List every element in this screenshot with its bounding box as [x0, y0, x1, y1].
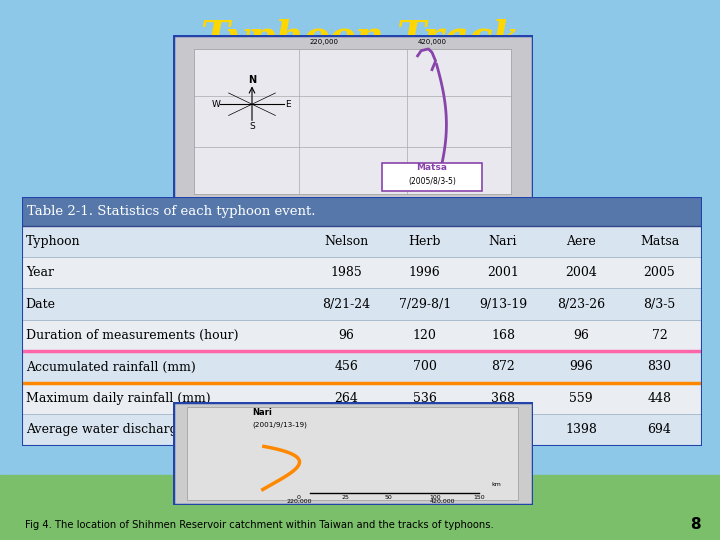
- Text: Nelson: Nelson: [325, 235, 369, 248]
- Text: E: E: [285, 100, 291, 109]
- Text: 872: 872: [491, 361, 515, 374]
- Text: 710: 710: [491, 423, 515, 436]
- Text: 25: 25: [342, 495, 349, 500]
- Text: 2004: 2004: [565, 266, 597, 279]
- Bar: [194, 49, 511, 194]
- Text: 0: 0: [297, 495, 301, 500]
- Text: Date: Date: [26, 298, 55, 310]
- Bar: [22, 197, 702, 226]
- Text: Maximum daily rainfall (mm): Maximum daily rainfall (mm): [26, 392, 210, 405]
- Text: 420,000: 420,000: [430, 499, 456, 504]
- Text: 8/3-5: 8/3-5: [644, 298, 675, 310]
- Text: 830: 830: [647, 361, 672, 374]
- Text: 220,000: 220,000: [310, 39, 338, 45]
- Text: 150: 150: [473, 495, 485, 500]
- Text: 100: 100: [430, 495, 441, 500]
- Text: (2001/9/13-19): (2001/9/13-19): [252, 422, 307, 428]
- Text: Herb: Herb: [408, 235, 441, 248]
- Text: 536: 536: [413, 392, 436, 405]
- Text: 96: 96: [338, 329, 354, 342]
- Bar: [0, 0, 720, 475]
- Text: Year: Year: [26, 266, 54, 279]
- Text: Nari: Nari: [252, 408, 272, 417]
- Text: 700: 700: [413, 361, 436, 374]
- Text: 120: 120: [413, 329, 436, 342]
- Bar: [22, 320, 702, 352]
- Bar: [22, 352, 702, 383]
- Text: 448: 448: [647, 392, 672, 405]
- Text: 1996: 1996: [409, 266, 441, 279]
- Text: 456: 456: [335, 361, 359, 374]
- Text: Duration of measurements (hour): Duration of measurements (hour): [26, 329, 238, 342]
- Text: 220,000: 220,000: [286, 499, 312, 504]
- Text: 1985: 1985: [330, 266, 362, 279]
- Text: 50: 50: [385, 495, 392, 500]
- Text: 8: 8: [690, 517, 701, 532]
- Text: 368: 368: [491, 392, 515, 405]
- Text: Fig 4. The location of Shihmen Reservoir catchment within Taiwan and the tracks : Fig 4. The location of Shihmen Reservoir…: [25, 520, 494, 530]
- Text: 707: 707: [413, 423, 436, 436]
- Text: 2005: 2005: [644, 266, 675, 279]
- Text: 559: 559: [570, 392, 593, 405]
- Text: 8/21-24: 8/21-24: [323, 298, 371, 310]
- Text: 420,000: 420,000: [418, 39, 446, 45]
- Text: Table 2-1. Statistics of each typhoon event.: Table 2-1. Statistics of each typhoon ev…: [27, 205, 315, 218]
- Text: 9/13-19: 9/13-19: [479, 298, 527, 310]
- Text: Accumulated rainfall (mm): Accumulated rainfall (mm): [26, 361, 195, 374]
- Text: Typhoon Track: Typhoon Track: [201, 19, 519, 57]
- Text: W: W: [212, 100, 220, 109]
- Text: S: S: [249, 122, 255, 131]
- Text: 8/23-26: 8/23-26: [557, 298, 606, 310]
- Text: 7/29-8/1: 7/29-8/1: [399, 298, 451, 310]
- Bar: [22, 414, 702, 446]
- Text: 96: 96: [573, 329, 589, 342]
- Text: (2005/8/3-5): (2005/8/3-5): [408, 177, 456, 186]
- Bar: [22, 288, 702, 320]
- Bar: [22, 383, 702, 414]
- Bar: [382, 163, 482, 191]
- Text: 694: 694: [647, 423, 672, 436]
- Text: 264: 264: [335, 392, 359, 405]
- Text: Average water discharge (m³s⁻¹): Average water discharge (m³s⁻¹): [26, 423, 233, 436]
- Text: N: N: [248, 75, 256, 85]
- Bar: [22, 257, 702, 288]
- Text: 547: 547: [335, 423, 359, 436]
- Text: 2001: 2001: [487, 266, 519, 279]
- Text: 72: 72: [652, 329, 667, 342]
- Text: Nari: Nari: [489, 235, 517, 248]
- Text: Matsa: Matsa: [640, 235, 679, 248]
- Text: 168: 168: [491, 329, 515, 342]
- Text: 1398: 1398: [565, 423, 597, 436]
- Text: km: km: [492, 482, 502, 488]
- Text: Aere: Aere: [567, 235, 596, 248]
- Text: Matsa: Matsa: [416, 163, 448, 172]
- Bar: [22, 226, 702, 257]
- Bar: [0, 475, 720, 540]
- Text: 996: 996: [570, 361, 593, 374]
- Text: Typhoon: Typhoon: [26, 235, 81, 248]
